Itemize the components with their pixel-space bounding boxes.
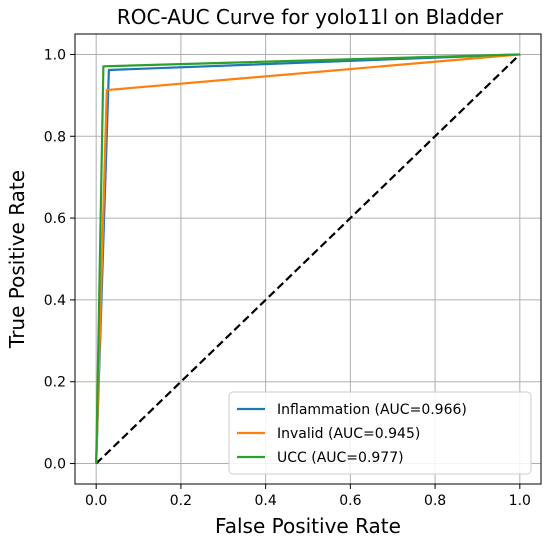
x-tick-label-1: 0.2 [170,493,192,509]
x-tick-label-4: 0.8 [424,493,446,509]
plot-frame [74,33,542,485]
grid [75,34,541,484]
series-line-2 [95,53,520,464]
legend-box [228,391,532,475]
legend-label-0: Inflammation (AUC=0.966) [277,402,467,418]
legend-label-2: UCC (AUC=0.977) [277,450,404,466]
reference-line-group [95,53,521,465]
x-axis-ticks: 0.0 0.2 0.4 0.6 0.8 1.0 [85,484,531,509]
y-tick-label-5: 1.0 [44,47,66,63]
series-group [95,53,520,464]
series-line-1 [95,53,520,464]
reference-diagonal-line [95,53,521,465]
x-tick-label-3: 0.6 [339,493,361,509]
legend-label-1: Invalid (AUC=0.945) [277,426,420,442]
x-tick-label-2: 0.4 [255,493,277,509]
y-tick-label-1: 0.2 [44,375,66,391]
x-tick-label-5: 1.0 [509,493,531,509]
y-tick-label-2: 0.4 [44,293,66,309]
x-axis-title: False Positive Rate [215,514,401,538]
y-tick-label-0: 0.0 [44,457,66,473]
x-tick-label-0: 0.0 [85,493,107,509]
legend: Inflammation (AUC=0.966) Invalid (AUC=0.9… [228,391,532,475]
y-axis-title: True Positive Rate [5,170,29,349]
y-tick-label-4: 0.8 [44,129,66,145]
y-axis-ticks: 0.0 0.2 0.4 0.6 0.8 1.0 [44,47,75,473]
y-tick-label-3: 0.6 [44,211,66,227]
chart-title: ROC-AUC Curve for yolo11l on Bladder [117,5,504,29]
